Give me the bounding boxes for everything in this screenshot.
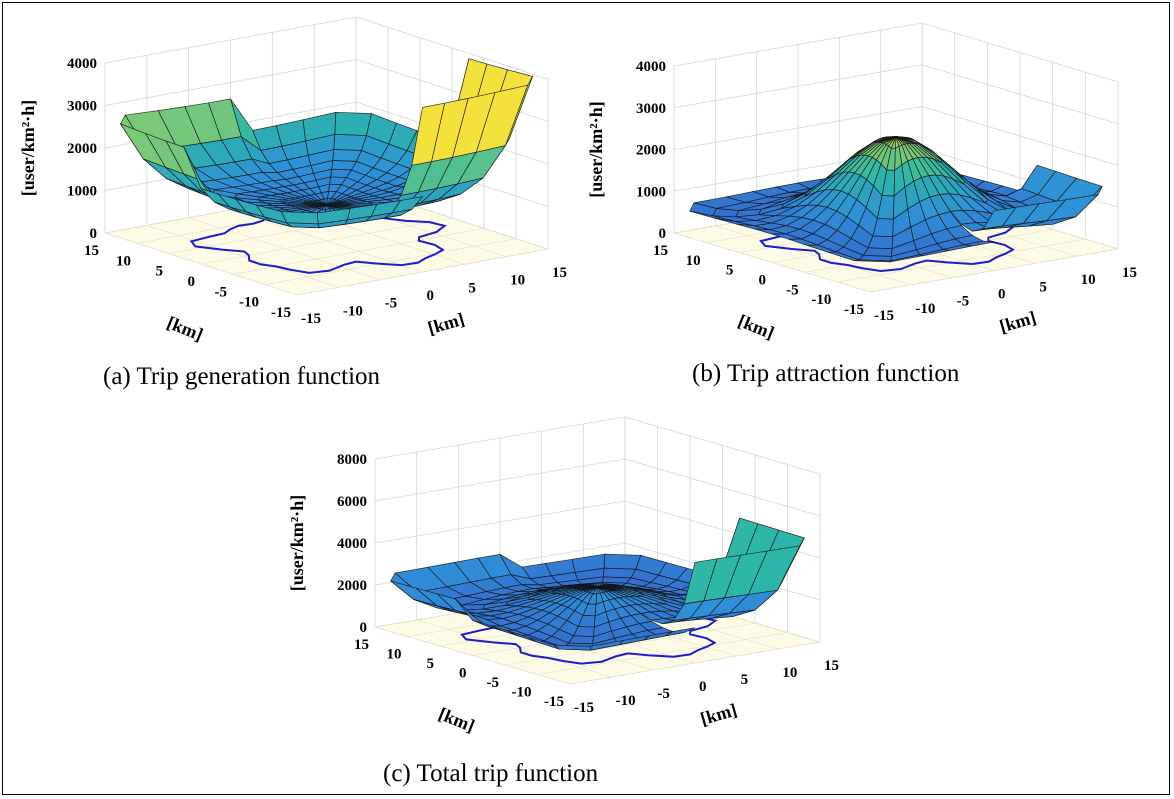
x-tick-label: -10 xyxy=(616,693,636,709)
surface-patch xyxy=(411,102,446,166)
surface-patch xyxy=(281,211,319,225)
x-tick-label: -10 xyxy=(343,303,363,319)
z-gridline xyxy=(374,416,821,475)
y-tick-label: 10 xyxy=(686,253,701,269)
y-tick-label: 15 xyxy=(84,243,99,259)
caption-c: (c) Total trip function xyxy=(383,760,599,787)
y-tick-label: 5 xyxy=(427,656,435,672)
x-tick-label: 0 xyxy=(699,679,707,695)
z-tick-label: 2000 xyxy=(337,578,367,594)
x-axis-label: [km] xyxy=(997,307,1038,336)
surface-patch xyxy=(867,235,894,250)
x-tick-label: 10 xyxy=(782,665,797,681)
y-tick-label: 15 xyxy=(653,243,668,259)
z-tick-label: 4000 xyxy=(337,536,367,552)
x-tick-label: -5 xyxy=(957,294,970,310)
y-tick-label: 0 xyxy=(459,666,467,682)
y-tick-label: 15 xyxy=(354,637,369,653)
y-axis-label: [km] xyxy=(436,704,478,736)
z-tick-label: 2000 xyxy=(636,143,666,159)
y-tick-label: 0 xyxy=(759,273,767,289)
y-tick-label: 0 xyxy=(188,274,196,290)
y-tick-label: 10 xyxy=(387,647,402,663)
floor-gridline xyxy=(296,248,549,296)
floor-gridline xyxy=(837,238,1086,283)
z-tick-label: 4000 xyxy=(636,59,666,75)
surface-patch xyxy=(862,247,893,257)
x-tick-label: 10 xyxy=(510,273,525,289)
x-tick-label: 0 xyxy=(998,287,1006,303)
y-tick-label: -15 xyxy=(544,694,564,710)
z-tick-label: 1000 xyxy=(636,184,666,200)
z-tick-label: 0 xyxy=(90,226,98,242)
x-tick-label: 15 xyxy=(552,265,567,281)
surface-patch xyxy=(334,111,372,136)
z-tick-label: 8000 xyxy=(337,452,367,468)
y-axis-label: [km] xyxy=(735,311,777,343)
z-tick-label: 4000 xyxy=(67,56,97,72)
z-tick-label: 0 xyxy=(360,620,368,636)
caption-b: (b) Trip attraction function xyxy=(692,360,960,387)
y-tick-label: -10 xyxy=(512,685,532,701)
x-tick-label: 10 xyxy=(1081,272,1096,288)
z-gridline xyxy=(673,64,1119,125)
surface-patch xyxy=(854,259,892,263)
z-tick-label: 1000 xyxy=(67,184,97,200)
surface-patch xyxy=(603,553,642,570)
surface-patch xyxy=(602,567,637,579)
x-tick-label: 5 xyxy=(741,672,749,688)
x-tick-label: -10 xyxy=(915,301,935,317)
surface-patch xyxy=(982,206,1017,230)
floor-gridline xyxy=(537,632,788,675)
y-tick-label: -10 xyxy=(239,295,259,311)
x-tick-label: 5 xyxy=(1039,279,1047,295)
y-tick-label: -5 xyxy=(487,675,500,691)
x-tick-label: 15 xyxy=(824,658,839,674)
z-tick-label: 0 xyxy=(659,226,667,242)
z-tick-label: 2000 xyxy=(67,141,97,157)
floor-gridline xyxy=(264,238,517,285)
y-tick-label: -10 xyxy=(811,292,831,308)
floor-gridline xyxy=(869,248,1119,293)
surface-patch xyxy=(568,635,594,645)
caption-a: (a) Trip generation function xyxy=(103,363,381,390)
y-tick-label: 5 xyxy=(726,263,734,279)
surface-patch xyxy=(553,644,592,651)
chart-b: 0 1000 2000 3000 4000 15 10 5 0 -5 -10 -15 -15 -10 -5 0… xyxy=(586,22,1137,343)
y-tick-label: 5 xyxy=(156,264,164,280)
x-tick-label: -5 xyxy=(385,296,398,312)
y-tick-label: -5 xyxy=(786,282,799,298)
boundary-outline xyxy=(189,207,447,274)
y-tick-label: -5 xyxy=(215,284,228,300)
floor-gridline xyxy=(569,641,821,685)
z-gridline xyxy=(673,22,1119,83)
z-tick-label: 3000 xyxy=(67,99,97,115)
z-tick-label: 3000 xyxy=(636,101,666,117)
z-axis-label: [user/km²·h] xyxy=(586,101,606,197)
x-axis-label: [km] xyxy=(426,309,467,338)
x-tick-label: 5 xyxy=(468,280,476,296)
y-tick-label: -15 xyxy=(271,305,291,321)
chart-c: 0 2000 4000 6000 8000 15 10 5 0 -5 -10 -15 -15 -10 -5 0… xyxy=(287,416,839,736)
surface-patch xyxy=(683,558,718,605)
y-tick-label: 10 xyxy=(116,253,131,269)
z-axis-label: [user/km²·h] xyxy=(287,495,307,591)
chart-a: 0 1000 2000 3000 4000 15 10 5 0 -5 -10 -15 -15 -10 -5 0… xyxy=(18,16,567,345)
x-tick-label: 15 xyxy=(1122,265,1137,281)
x-axis-label: [km] xyxy=(698,700,739,729)
x-tick-label: 0 xyxy=(427,288,435,304)
z-tick-label: 6000 xyxy=(337,494,367,510)
x-tick-label: -15 xyxy=(574,700,594,716)
z-axis-label: [user/km²·h] xyxy=(18,100,38,196)
x-tick-label: -5 xyxy=(657,686,670,702)
surface-patch xyxy=(333,134,367,151)
y-tick-label: -15 xyxy=(844,302,864,318)
y-axis-label: [km] xyxy=(164,312,206,344)
x-tick-label: -15 xyxy=(874,308,894,324)
z-gridline xyxy=(374,458,821,517)
x-tick-label: -15 xyxy=(301,311,321,327)
